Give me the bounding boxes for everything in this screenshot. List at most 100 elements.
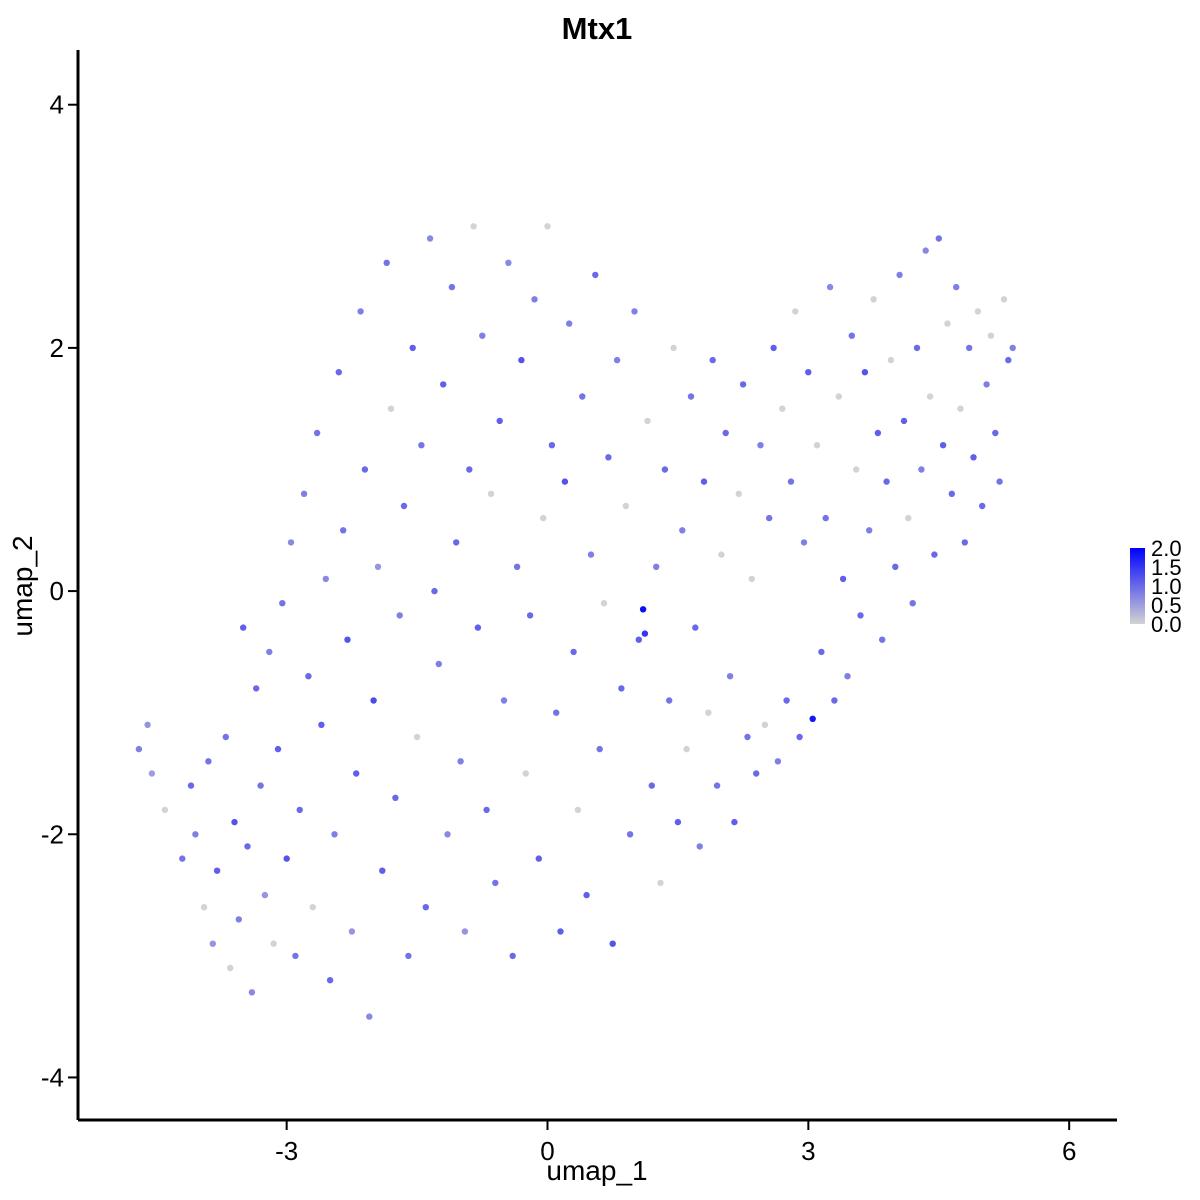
data-point xyxy=(1005,356,1012,364)
colorbar-label: 0.5 xyxy=(1151,593,1182,618)
data-point xyxy=(192,831,199,838)
data-point xyxy=(213,867,221,874)
data-point xyxy=(839,575,847,583)
data-point xyxy=(948,490,955,497)
data-point xyxy=(970,454,977,461)
data-point xyxy=(848,332,855,339)
data-point xyxy=(235,916,242,923)
y-axis-title: umap_2 xyxy=(7,535,38,636)
data-point xyxy=(313,429,321,437)
data-point xyxy=(526,612,534,619)
data-point xyxy=(966,344,973,352)
colorbar xyxy=(1130,548,1145,624)
data-point xyxy=(731,818,738,826)
y-tick-label: 0 xyxy=(50,576,64,606)
data-point xyxy=(696,843,703,850)
data-point xyxy=(440,381,447,388)
data-point xyxy=(335,369,342,376)
data-point xyxy=(961,539,968,546)
data-point xyxy=(657,879,664,887)
data-point xyxy=(861,369,869,376)
data-point xyxy=(874,429,882,437)
data-point xyxy=(444,831,451,838)
data-point xyxy=(1000,296,1008,303)
data-point xyxy=(261,891,269,899)
data-point xyxy=(535,855,542,862)
data-point xyxy=(892,563,899,570)
data-point xyxy=(753,770,760,777)
data-point xyxy=(987,332,995,339)
data-point xyxy=(661,466,669,473)
data-point xyxy=(574,806,582,814)
data-point xyxy=(700,478,708,485)
data-point xyxy=(205,758,212,765)
data-point xyxy=(883,478,890,485)
data-point xyxy=(600,600,608,607)
data-point xyxy=(409,344,416,352)
data-point xyxy=(622,502,629,510)
data-point xyxy=(305,673,312,680)
data-point xyxy=(492,879,499,887)
data-point xyxy=(579,393,586,400)
data-point xyxy=(279,600,286,607)
colorbar-label: 1.0 xyxy=(1151,574,1182,599)
data-point xyxy=(540,514,547,522)
data-point xyxy=(287,539,295,546)
data-point xyxy=(783,697,790,704)
data-point xyxy=(831,697,838,704)
data-point xyxy=(466,466,473,473)
data-point xyxy=(505,259,512,266)
data-point xyxy=(609,940,616,947)
data-point xyxy=(496,417,503,425)
data-point xyxy=(631,308,638,315)
x-tick-label: 6 xyxy=(1062,1136,1076,1166)
data-point xyxy=(148,770,156,777)
data-point xyxy=(270,940,277,947)
data-point xyxy=(796,733,803,741)
data-point xyxy=(309,904,316,911)
data-point xyxy=(379,867,386,874)
data-point xyxy=(509,952,516,960)
data-point xyxy=(322,575,329,583)
data-point xyxy=(844,673,851,680)
data-point xyxy=(413,733,421,741)
data-point xyxy=(387,405,395,412)
data-point xyxy=(570,648,577,656)
data-point xyxy=(670,344,677,352)
data-point xyxy=(244,843,251,850)
data-point xyxy=(227,964,234,972)
data-point xyxy=(318,721,325,728)
y-tick-label: -4 xyxy=(41,1062,64,1092)
data-point xyxy=(544,223,551,230)
data-point xyxy=(726,673,734,680)
data-point xyxy=(813,442,821,449)
y-ticks: -4 -2 0 2 4 xyxy=(41,90,78,1092)
data-point xyxy=(809,715,816,722)
data-point xyxy=(853,466,860,473)
colorbar-label: 2.0 xyxy=(1151,536,1182,561)
data-point xyxy=(135,745,143,753)
data-point xyxy=(587,551,595,558)
data-point xyxy=(548,442,556,449)
data-point xyxy=(340,527,347,534)
data-point xyxy=(666,697,673,704)
data-point xyxy=(835,393,842,400)
data-point xyxy=(400,502,408,510)
data-point xyxy=(792,308,799,315)
data-point xyxy=(461,928,469,935)
data-point xyxy=(296,806,303,814)
data-point xyxy=(709,356,716,364)
data-point xyxy=(566,320,573,327)
data-point xyxy=(931,551,938,558)
data-point xyxy=(735,490,742,497)
data-point xyxy=(474,624,482,631)
data-point xyxy=(448,283,456,291)
x-ticks: -3 0 3 6 xyxy=(275,1120,1076,1166)
data-point xyxy=(818,648,825,656)
data-point xyxy=(674,818,682,826)
data-point xyxy=(679,527,686,534)
data-point xyxy=(909,600,916,607)
data-point xyxy=(870,296,877,303)
data-point xyxy=(374,563,382,570)
data-point xyxy=(300,490,308,497)
